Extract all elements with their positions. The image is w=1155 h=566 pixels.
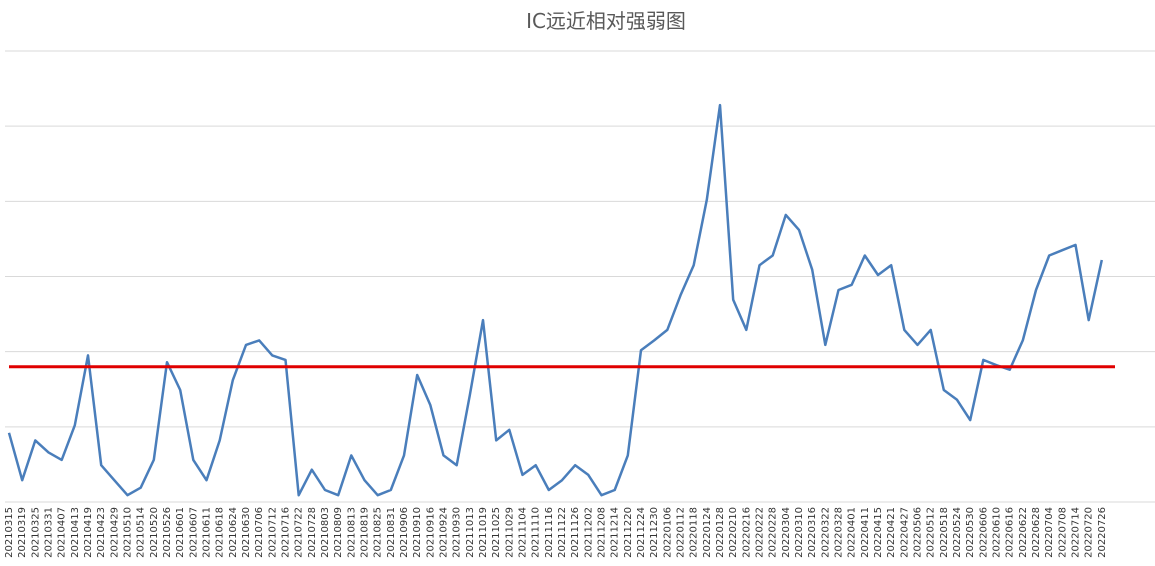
x-tick-label: 20220112 [676, 507, 687, 558]
x-tick-label: 20220316 [807, 507, 818, 558]
x-tick-label: 20211202 [583, 507, 594, 558]
x-tick-label: 20210712 [267, 507, 278, 558]
x-tick-label: 20220411 [860, 507, 871, 558]
x-tick-label: 20220518 [939, 507, 950, 558]
x-tick-label: 20220427 [899, 507, 910, 558]
x-tick-label: 20220524 [952, 507, 963, 558]
x-tick-label: 20210520 [149, 507, 160, 558]
x-tick-label: 20210601 [175, 507, 186, 558]
x-tick-label: 20210618 [215, 507, 226, 558]
x-tick-label: 20220401 [847, 507, 858, 558]
x-tick-label: 20220421 [886, 507, 897, 558]
x-tick-label: 20220304 [781, 507, 792, 558]
x-tick-label: 20210315 [4, 507, 15, 558]
x-tick-label: 20210510 [123, 507, 134, 558]
x-tick-label: 20211013 [465, 507, 476, 558]
x-tick-label: 20220222 [755, 507, 766, 558]
x-tick-label: 20210611 [202, 507, 213, 558]
x-tick-label: 20210429 [109, 507, 120, 558]
x-tick-label: 20211116 [544, 507, 555, 558]
x-tick-label: 20211126 [570, 507, 581, 558]
x-tick-label: 20211029 [504, 507, 515, 558]
x-tick-label: 20220106 [662, 507, 673, 558]
x-tick-label: 20220328 [834, 507, 845, 558]
x-tick-label: 20210910 [412, 507, 423, 558]
x-tick-label: 20211220 [623, 507, 634, 558]
x-tick-label: 20210526 [162, 507, 173, 558]
x-tick-label: 20211025 [491, 507, 502, 558]
x-tick-label: 20210906 [399, 507, 410, 558]
x-tick-label: 20211208 [597, 507, 608, 558]
x-tick-label: 20210607 [188, 507, 199, 558]
x-tick-label: 20210924 [439, 507, 450, 558]
x-tick-label: 20220512 [926, 507, 937, 558]
x-tick-label: 20210413 [70, 507, 81, 558]
x-tick-label: 20220628 [1031, 507, 1042, 558]
x-tick-label: 20211019 [478, 507, 489, 558]
x-tick-label: 20210916 [425, 507, 436, 558]
x-tick-label: 20210930 [452, 507, 463, 558]
x-tick-label: 20210716 [281, 507, 292, 558]
x-tick-label: 20210630 [241, 507, 252, 558]
x-tick-label: 20210706 [254, 507, 265, 558]
x-tick-label: 20211104 [518, 507, 529, 558]
x-tick-label: 20220322 [820, 507, 831, 558]
x-tick-label: 20220118 [689, 507, 700, 558]
x-tick-label: 20210624 [228, 507, 239, 558]
x-tick-label: 20220530 [965, 507, 976, 558]
x-tick-label: 20220228 [768, 507, 779, 558]
x-tick-label: 20210809 [333, 507, 344, 558]
x-tick-label: 20211214 [610, 507, 621, 558]
x-tick-label: 20220708 [1057, 507, 1068, 558]
x-tick-label: 20210803 [320, 507, 331, 558]
x-tick-label: 20211230 [649, 507, 660, 558]
x-tick-label: 20220622 [1018, 507, 1029, 558]
x-tick-label: 20220616 [1005, 507, 1016, 558]
x-tick-label: 20211122 [557, 507, 568, 558]
x-tick-label: 20220704 [1044, 507, 1055, 558]
x-tick-label: 20210407 [57, 507, 68, 558]
x-tick-label: 20210325 [30, 507, 41, 558]
data-line [7, 103, 1104, 497]
x-tick-label: 20220216 [741, 507, 752, 558]
x-tick-label: 20220606 [978, 507, 989, 558]
x-tick-label: 20220210 [728, 507, 739, 558]
x-tick-label: 20220128 [715, 507, 726, 558]
x-tick-label: 20210331 [44, 507, 55, 558]
x-tick-label: 20220124 [702, 507, 713, 558]
x-tick-label: 20220610 [992, 507, 1003, 558]
x-tick-label: 20220310 [794, 507, 805, 558]
x-tick-label: 20220726 [1097, 507, 1108, 558]
x-tick-label: 20210419 [83, 507, 94, 558]
x-tick-label: 20210319 [17, 507, 28, 558]
x-tick-label: 20210423 [96, 507, 107, 558]
x-tick-label: 20211110 [531, 507, 542, 558]
x-tick-label: 20220415 [873, 507, 884, 558]
chart-title: IC远近相对强弱图 [526, 9, 686, 33]
x-tick-label: 20210825 [373, 507, 384, 558]
x-tick-label: 20220720 [1084, 507, 1095, 558]
x-tick-label: 20210728 [307, 507, 318, 558]
x-tick-label: 20210514 [136, 507, 147, 558]
x-tick-label: 20210819 [360, 507, 371, 558]
x-tick-label: 20220714 [1071, 507, 1082, 558]
x-tick-label: 20211224 [636, 507, 647, 558]
x-tick-label: 20220506 [913, 507, 924, 558]
x-tick-label: 20210831 [386, 507, 397, 558]
x-tick-label: 20210722 [294, 507, 305, 558]
x-tick-label: 20210813 [346, 507, 357, 558]
